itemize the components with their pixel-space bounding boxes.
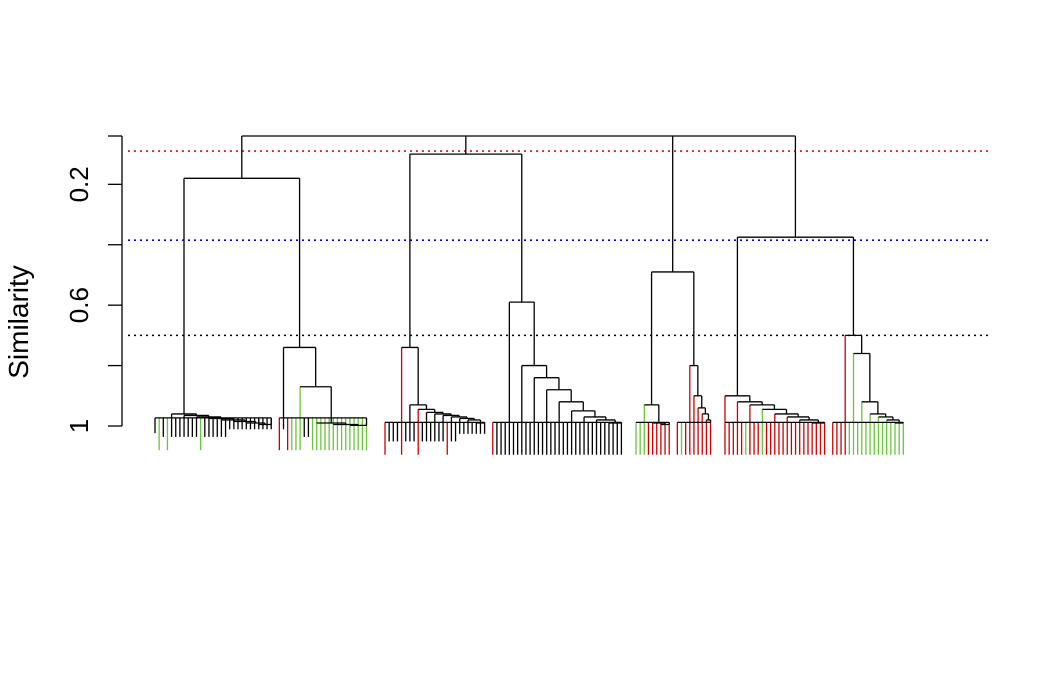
- y-tick-label-2: 0.6: [64, 287, 94, 323]
- y-tick-label-4: 0.2: [64, 166, 94, 202]
- y-tick-label-0: 1: [64, 419, 94, 433]
- y-axis: 1 0.6 0.2: [64, 135, 123, 433]
- y-axis-title: Similarity: [3, 265, 34, 379]
- dendrogram-tree: [154, 135, 904, 455]
